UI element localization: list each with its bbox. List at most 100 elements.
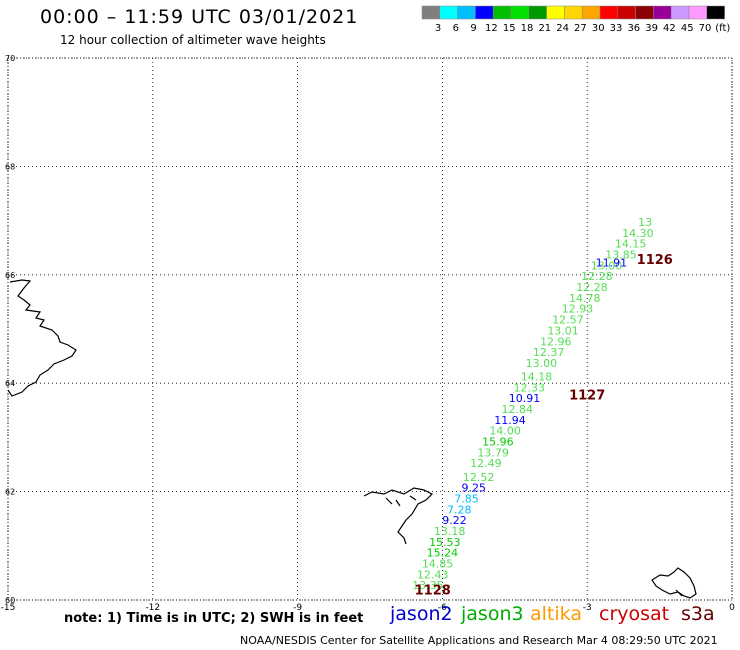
y-tick-label: 64 xyxy=(5,379,15,388)
colorbar-label: 70 xyxy=(699,23,712,34)
wave-height-label: 9.25 xyxy=(462,482,487,495)
colorbar-label: 27 xyxy=(574,23,587,34)
wave-height-label: 13.79 xyxy=(477,446,509,459)
wave-height-label: 7.85 xyxy=(454,492,479,505)
colorbar-label: 18 xyxy=(521,23,534,34)
colorbar-swatch xyxy=(635,5,654,20)
colorbar-swatch xyxy=(492,5,512,20)
grid: -15 -12 -9 -6 -3 0 60 62 64 66 68 70 xyxy=(1,54,735,613)
wave-height-label: 13.35 xyxy=(412,579,444,592)
wave-height-label: 13.00 xyxy=(591,259,623,272)
wave-height-label: 12.28 xyxy=(581,270,613,283)
colorbar-label: 6 xyxy=(453,23,459,34)
chart-subtitle: 12 hour collection of altimeter wave hei… xyxy=(60,33,326,47)
colorbar-swatch xyxy=(457,5,476,20)
colorbar-label: 30 xyxy=(592,23,605,34)
wave-height-label: 12.43 xyxy=(417,568,449,581)
coastline-iceland-east xyxy=(7,279,77,397)
y-tick-label: 66 xyxy=(5,271,15,280)
y-tick-label: 60 xyxy=(5,596,15,605)
colorbar-label: 12 xyxy=(485,23,498,34)
colorbar-swatch xyxy=(581,5,601,20)
track-id-label: 1127 xyxy=(569,388,605,403)
wave-height-label: 9.22 xyxy=(442,514,467,527)
colorbar-swatch xyxy=(617,5,636,20)
colorbar-swatch xyxy=(439,5,458,20)
colorbar-swatch xyxy=(599,5,619,20)
colorbar-swatch xyxy=(653,5,672,20)
wave-height-label: 12.84 xyxy=(501,403,533,416)
plot-frame xyxy=(7,57,733,601)
wave-height-label: 15.24 xyxy=(427,547,459,560)
wave-height-label: 10.91 xyxy=(509,392,541,405)
wave-height-label: 14.78 xyxy=(569,292,601,305)
legend-altika: altika xyxy=(530,603,582,625)
wave-height-label: 12.57 xyxy=(552,314,584,327)
colorbar-swatch xyxy=(510,5,530,20)
colorbar: 3 6 9 12 15 18 21 24 27 30 33 36 39 42 45 70 (ft) xyxy=(421,5,730,34)
y-tick-label: 68 xyxy=(5,162,15,171)
coastline-shetland xyxy=(651,567,697,599)
colorbar-label: 15 xyxy=(503,23,516,34)
colorbar-label: 3 xyxy=(435,23,441,34)
colorbar-swatch xyxy=(528,5,547,20)
wave-height-label: 11.91 xyxy=(596,257,628,270)
wave-height-label: 12.33 xyxy=(514,381,546,394)
colorbar-label: 9 xyxy=(470,23,476,34)
wave-height-label: 15.53 xyxy=(429,536,461,549)
wave-height-label: 15.96 xyxy=(482,436,514,449)
y-tick-label: 70 xyxy=(5,54,15,63)
wave-height-label: 13.85 xyxy=(605,249,637,262)
legend-jason3: jason3 xyxy=(461,603,524,625)
colorbar-swatch xyxy=(475,5,494,20)
track-id-label: 1126 xyxy=(637,253,673,268)
legend-s3a: s3a xyxy=(681,603,715,625)
colorbar-swatch xyxy=(564,5,583,20)
colorbar-swatch xyxy=(706,5,725,20)
colorbar-label: 24 xyxy=(556,23,569,34)
colorbar-swatch xyxy=(421,5,441,20)
wave-height-label: 12.93 xyxy=(562,303,594,316)
colorbar-swatch xyxy=(670,5,690,20)
wave-height-label: 14.00 xyxy=(489,425,521,438)
wave-height-label: 14.30 xyxy=(622,227,654,240)
wave-height-label: 14.85 xyxy=(422,557,454,570)
colorbar-label: 33 xyxy=(610,23,623,34)
wave-height-label: 13.01 xyxy=(547,324,579,337)
colorbar-label: 39 xyxy=(645,23,658,34)
wave-height-label: 12.49 xyxy=(470,457,502,470)
wave-height-label: 12.37 xyxy=(533,346,565,359)
wave-height-label: 12.52 xyxy=(463,471,495,484)
wave-height-label: 14.18 xyxy=(521,370,553,383)
colorbar-label: (ft) xyxy=(715,23,730,34)
footer-credit: NOAA/NESDIS Center for Satellite Applica… xyxy=(240,634,718,647)
colorbar-label: 42 xyxy=(663,23,676,34)
wave-height-label: 13.00 xyxy=(526,357,558,370)
x-tick-label: -6 xyxy=(438,603,447,613)
legend-jason2: jason2 xyxy=(390,603,453,625)
x-tick-label: 0 xyxy=(729,603,735,613)
wave-height-label: 13.18 xyxy=(434,525,466,538)
x-tick-label: -3 xyxy=(583,603,592,613)
colorbar-label: 45 xyxy=(681,23,694,34)
y-tick-label: 62 xyxy=(5,488,15,497)
colorbar-swatch xyxy=(546,5,565,20)
coastlines xyxy=(7,279,697,599)
wave-height-label: 14.15 xyxy=(615,238,647,251)
wave-height-label: 7.28 xyxy=(447,503,472,516)
x-tick-label: -9 xyxy=(293,603,302,613)
wave-height-label: 13 xyxy=(638,216,652,229)
x-tick-label: -15 xyxy=(1,603,16,613)
wave-height-label: 11.94 xyxy=(494,414,526,427)
data-marks: 13.3512.4314.8515.2415.5313.189.227.287.… xyxy=(412,216,673,599)
coastline-faroe xyxy=(363,487,434,545)
x-tick-label: -12 xyxy=(145,603,160,613)
colorbar-swatch xyxy=(688,5,708,20)
colorbar-label: 36 xyxy=(627,23,640,34)
colorbar-label: 21 xyxy=(538,23,551,34)
wave-height-label: 12.28 xyxy=(576,281,608,294)
legend-note: note: 1) Time is in UTC; 2) SWH is in fe… xyxy=(64,611,364,626)
legend-cryosat: cryosat xyxy=(599,603,670,625)
wave-height-label: 12.96 xyxy=(540,335,572,348)
